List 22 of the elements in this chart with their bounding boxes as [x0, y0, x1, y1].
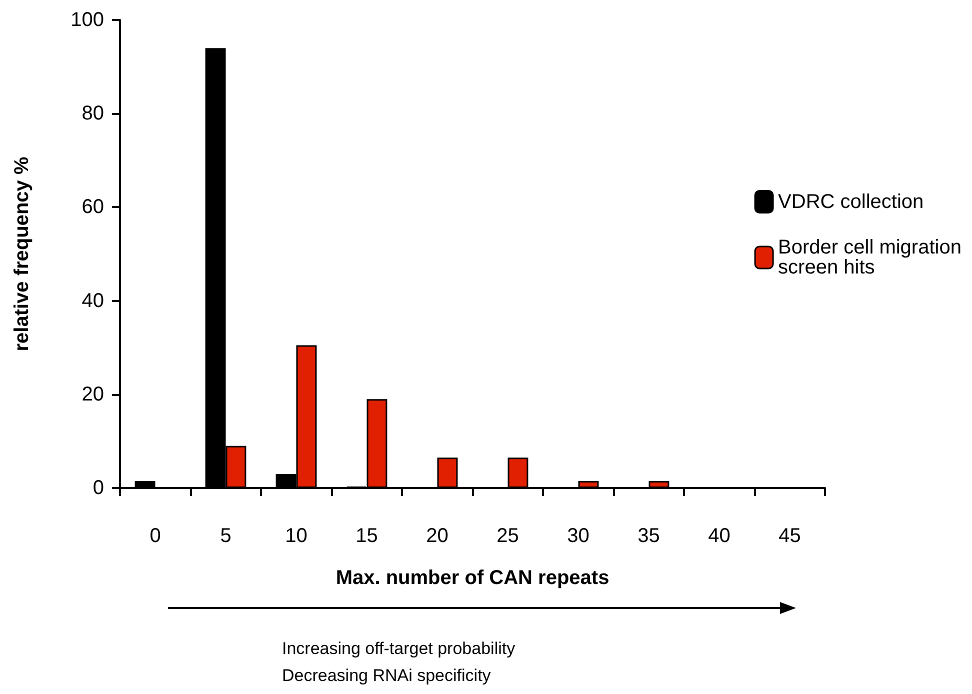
- x-tick-label: 35: [638, 525, 660, 547]
- x-tick-label: 15: [356, 525, 378, 547]
- text: Decreasing RNAi specificity: [282, 666, 492, 685]
- legend-label: VDRC collection: [778, 190, 924, 213]
- x-tick-label: 25: [496, 525, 519, 547]
- x-tick-label: 5: [220, 525, 232, 547]
- y-tick-label: 40: [82, 290, 104, 312]
- y-axis-title: relative frequency %: [11, 156, 33, 352]
- text: Increasing off-target probability: [282, 639, 516, 658]
- y-tick-label: 80: [82, 102, 104, 125]
- y-tick-label: 60: [82, 196, 104, 218]
- x-tick-label: 40: [708, 525, 730, 547]
- x-tick-label: 10: [285, 525, 308, 547]
- x-tick-label: 0: [150, 525, 161, 547]
- y-tick-label: 0: [92, 477, 104, 499]
- x-axis-title: Max. number of CAN repeats: [336, 567, 610, 589]
- x-tick-label: 45: [778, 525, 801, 547]
- x-tick-label: 20: [426, 525, 448, 547]
- y-tick-label: 100: [70, 9, 104, 31]
- y-tick-label: 20: [82, 383, 104, 406]
- x-tick-label: 30: [567, 525, 590, 547]
- legend-label: Border cell migration screen hits: [778, 236, 968, 278]
